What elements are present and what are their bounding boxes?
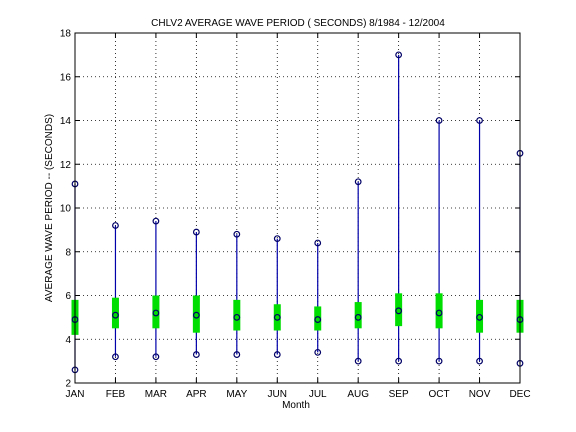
iqr-box-feb bbox=[111, 297, 119, 329]
y-axis-label: AVERAGE WAVE PERIOD -- (SECONDS) bbox=[44, 114, 55, 302]
median-marker-jul bbox=[314, 316, 322, 323]
y-tick-label: 14 bbox=[60, 116, 72, 127]
x-tick-label: DEC bbox=[509, 389, 530, 400]
y-tick-label: 4 bbox=[65, 335, 71, 346]
x-tick-label: NOV bbox=[469, 389, 491, 400]
min-marker-jun bbox=[273, 351, 281, 358]
median-marker-mar bbox=[152, 309, 160, 317]
x-tick-label: OCT bbox=[429, 389, 450, 400]
min-marker-mar bbox=[152, 353, 160, 361]
x-tick-label: AUG bbox=[347, 389, 369, 400]
median-marker-jun bbox=[273, 313, 281, 321]
min-marker-nov bbox=[476, 357, 483, 365]
iqr-box-jul bbox=[314, 306, 322, 331]
x-tick-label: APR bbox=[186, 389, 207, 400]
max-marker-may bbox=[233, 230, 241, 238]
y-tick-label: 8 bbox=[65, 247, 71, 258]
x-tick-label: JUN bbox=[268, 389, 287, 400]
max-marker-mar bbox=[152, 217, 160, 225]
max-marker-nov bbox=[476, 117, 483, 124]
median-marker-feb bbox=[112, 311, 119, 319]
max-marker-sep bbox=[395, 51, 403, 59]
max-marker-jun bbox=[273, 235, 281, 243]
min-marker-oct bbox=[435, 357, 443, 365]
median-marker-oct bbox=[435, 309, 443, 317]
min-marker-may bbox=[233, 351, 241, 358]
x-tick-label: MAY bbox=[226, 389, 247, 400]
iqr-box-sep bbox=[395, 293, 403, 327]
median-marker-nov bbox=[476, 313, 483, 321]
plot-area-frame bbox=[74, 32, 521, 384]
max-marker-aug bbox=[354, 178, 362, 186]
iqr-box-oct bbox=[435, 293, 443, 329]
x-tick-label: JAN bbox=[66, 389, 85, 400]
median-marker-may bbox=[233, 313, 241, 321]
iqr-box-jun bbox=[273, 304, 281, 331]
y-tick-label: 16 bbox=[60, 72, 72, 83]
x-tick-label: MAR bbox=[145, 389, 167, 400]
y-tick-label: 12 bbox=[60, 160, 72, 171]
iqr-box-apr bbox=[192, 295, 200, 333]
iqr-box-mar bbox=[152, 295, 160, 329]
y-tick-label: 6 bbox=[65, 291, 71, 302]
max-marker-feb bbox=[112, 222, 119, 229]
iqr-box-may bbox=[233, 299, 241, 331]
y-tick-label: 2 bbox=[65, 379, 71, 390]
box-plot-marks bbox=[71, 51, 524, 374]
iqr-box-nov bbox=[476, 299, 484, 333]
x-tick-label: JUL bbox=[309, 389, 327, 400]
min-marker-feb bbox=[112, 353, 119, 361]
min-marker-jul bbox=[314, 348, 322, 356]
chart-title: CHLV2 AVERAGE WAVE PERIOD ( SECONDS) 8/1… bbox=[151, 18, 445, 29]
grid-lines bbox=[75, 33, 520, 383]
iqr-box-aug bbox=[354, 302, 362, 329]
x-tick-label: SEP bbox=[389, 389, 409, 400]
min-marker-aug bbox=[354, 357, 362, 365]
min-marker-sep bbox=[395, 357, 403, 365]
axis-ticks: 2 4 6 8 10 12 14 16 18 JAN FEB MAR APR MAY JUN JUL AUG SE… bbox=[60, 29, 531, 401]
min-marker-apr bbox=[192, 351, 200, 358]
max-marker-jul bbox=[314, 239, 322, 247]
median-marker-sep bbox=[395, 307, 403, 315]
max-marker-apr bbox=[192, 228, 200, 236]
median-marker-apr bbox=[192, 311, 200, 319]
median-marker-aug bbox=[354, 313, 362, 321]
x-axis-label: Month bbox=[282, 400, 310, 411]
y-tick-label: 18 bbox=[60, 29, 72, 40]
max-marker-oct bbox=[435, 117, 443, 124]
x-tick-label: FEB bbox=[106, 389, 126, 400]
y-tick-label: 10 bbox=[60, 204, 72, 215]
